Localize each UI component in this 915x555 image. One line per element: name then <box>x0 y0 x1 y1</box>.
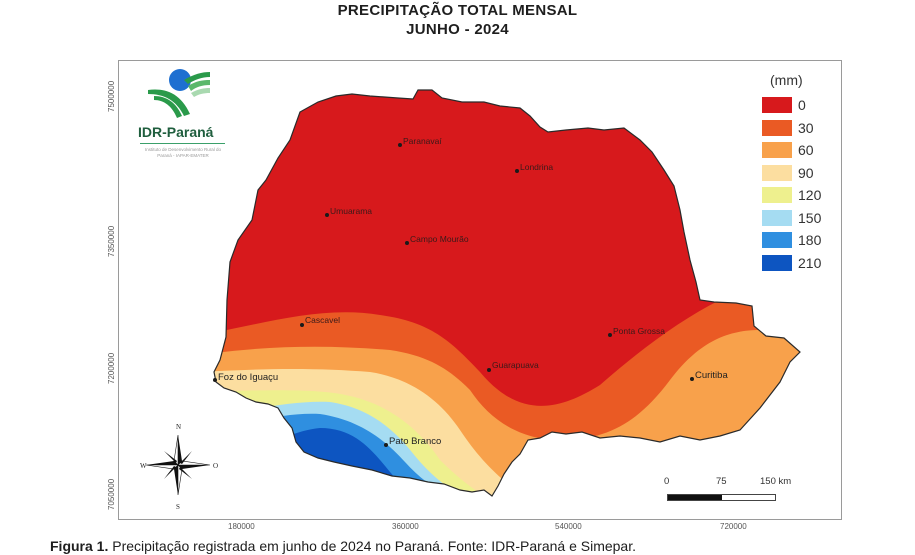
caption-label: Figura 1. <box>50 538 109 554</box>
svg-text:O: O <box>213 462 218 470</box>
legend-label: 180 <box>798 232 822 249</box>
legend-label: 0 <box>798 97 806 114</box>
legend-swatch <box>762 254 792 271</box>
legend-item: 30 <box>762 117 821 140</box>
map-title: PRECIPITAÇÃO TOTAL MENSAL <box>337 2 578 19</box>
city-label-ponta-grossa: Ponta Grossa <box>613 326 665 336</box>
compass-rose-icon: N S W O <box>140 420 220 511</box>
precipitation-legend: (mm) 0 30 60 90 120 150 180 210 <box>762 72 821 274</box>
scale-bar-graphic <box>667 494 776 501</box>
city-label-guarapuava: Guarapuava <box>492 360 539 370</box>
legend-swatch <box>762 232 792 249</box>
svg-text:N: N <box>176 423 181 431</box>
city-marker <box>515 169 519 173</box>
city-marker <box>325 213 329 217</box>
city-label-londrina: Londrina <box>520 162 554 172</box>
city-marker <box>487 368 491 372</box>
city-marker <box>690 377 694 381</box>
city-marker <box>398 143 402 147</box>
city-label-curitiba: Curitiba <box>695 370 728 381</box>
logo-subtitle: Instituto de Desenvolvimento Rural do Pa… <box>144 147 222 158</box>
city-marker <box>384 443 388 447</box>
legend-item: 210 <box>762 252 821 275</box>
legend-item: 0 <box>762 94 821 117</box>
city-label-umuarama: Umuarama <box>330 206 373 216</box>
scale-end: 150 km <box>760 476 792 487</box>
legend-label: 150 <box>798 209 822 226</box>
logo-emblem-icon <box>148 69 210 118</box>
legend-swatch <box>762 119 792 136</box>
x-tick: 720000 <box>720 522 747 531</box>
logo-name: IDR-Paraná <box>138 124 214 140</box>
legend-swatch <box>762 209 792 226</box>
city-marker <box>300 323 304 327</box>
legend-item: 90 <box>762 162 821 185</box>
legend-item: 180 <box>762 229 821 252</box>
legend-swatch <box>762 187 792 204</box>
city-label-campo-mourao: Campo Mourão <box>410 234 469 244</box>
legend-item: 120 <box>762 184 821 207</box>
legend-label: 60 <box>798 142 814 159</box>
city-label-paranavai: Paranavaí <box>403 136 442 146</box>
city-marker <box>213 378 217 382</box>
city-label-cascavel: Cascavel <box>305 315 340 325</box>
svg-text:W: W <box>140 462 147 470</box>
legend-unit: (mm) <box>770 72 803 88</box>
scale-start: 0 <box>664 476 670 487</box>
legend-swatch <box>762 164 792 181</box>
legend-item: 60 <box>762 139 821 162</box>
x-tick: 540000 <box>555 522 582 531</box>
legend-label: 30 <box>798 119 814 136</box>
legend-item: 150 <box>762 207 821 230</box>
svg-text:S: S <box>176 503 180 510</box>
legend-swatch <box>762 97 792 114</box>
city-label-foz-do-iguacu: Foz do Iguaçu <box>218 372 279 383</box>
idr-parana-logo: IDR-Paraná Instituto de Desenvolvimento … <box>138 66 230 166</box>
x-tick: 360000 <box>392 522 419 531</box>
figure-caption: Figura 1. Precipitação registrada em jun… <box>50 538 636 554</box>
logo-divider <box>140 143 225 144</box>
legend-swatch <box>762 142 792 159</box>
city-label-pato-branco: Pato Branco <box>389 436 442 447</box>
scale-mid: 75 <box>716 476 727 487</box>
city-marker <box>608 333 612 337</box>
city-marker <box>405 241 409 245</box>
x-tick: 180000 <box>228 522 255 531</box>
legend-label: 90 <box>798 164 814 181</box>
legend-label: 210 <box>798 254 822 271</box>
legend-label: 120 <box>798 187 822 204</box>
map-subtitle: JUNHO - 2024 <box>406 21 509 38</box>
caption-text: Precipitação registrada em junho de 2024… <box>108 538 636 554</box>
